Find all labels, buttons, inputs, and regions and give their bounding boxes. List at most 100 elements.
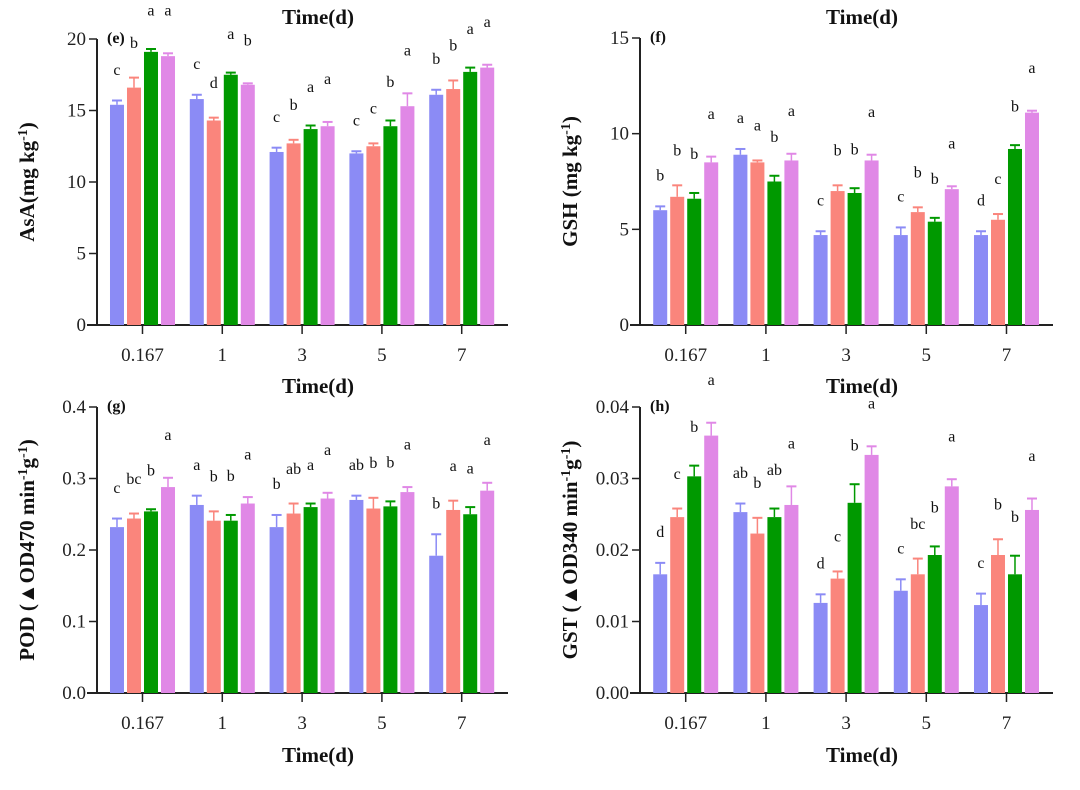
bar [893,235,908,325]
bar [767,181,782,325]
bar [143,51,158,326]
significance-letter: b [147,463,155,480]
significance-letter: b [1011,98,1019,115]
significance-letter: b [244,33,252,50]
y-axis-label-superscript: -1 [16,129,31,141]
significance-letter: a [708,106,715,123]
significance-letter: c [273,109,280,126]
panel-label: (h) [650,398,670,415]
significance-letter: a [788,103,795,120]
bar [973,605,988,693]
x-tick-label: 3 [841,713,851,734]
y-tick-label: 15 [67,101,86,122]
y-axis-label-part: GST ( [558,606,582,660]
x-tick-label: 1 [218,713,228,734]
bar [927,555,942,693]
x-tick-label: 5 [922,713,932,734]
significance-letter: b [386,455,394,472]
bar [223,74,238,325]
panel-label: (g) [107,398,126,415]
significance-letter: a [324,71,331,88]
significance-letter: b [656,168,664,185]
bar [927,221,942,325]
y-axis-label-part: g [558,459,582,470]
bar [206,520,221,693]
y-axis-label: GST (▲OD340 min-1g-1) [558,441,582,660]
chart-panel-h: Time(d)Time(d)(h)GST (▲OD340 min-1g-1)0.… [558,372,1053,767]
y-axis-label-part: OD340 min [558,481,582,585]
bar [910,212,925,325]
y-axis-label-part: ) [15,439,39,446]
bar [1024,112,1039,326]
bar [189,99,204,325]
significance-letter: a [404,436,411,453]
significance-letter: a [193,457,200,474]
significance-letter: b [690,146,698,163]
bar [733,154,748,325]
bar [944,486,959,693]
significance-letter: ab [286,461,301,478]
significance-letter: b [931,500,939,517]
significance-letter: b [931,171,939,188]
significance-letter: a [244,446,251,463]
significance-letter: c [113,480,120,497]
y-tick-label: 15 [610,28,629,49]
y-tick-label: 0.1 [62,612,86,633]
bar [383,126,398,325]
bar [240,503,255,693]
significance-letter: b [290,97,298,114]
significance-letter: c [897,189,904,206]
x-tick-label: 7 [1002,713,1012,734]
significance-letter: b [273,476,281,493]
significance-letter: b [210,469,218,486]
bar [143,511,158,693]
bar [864,160,879,325]
y-axis-label-part: AsA(mg kg [15,140,39,241]
bar [269,151,284,325]
significance-letter: a [467,460,474,477]
y-axis-label: POD (▲OD470 min-1g-1) [15,439,39,660]
bar [670,196,685,325]
y-tick-label: 0.0 [62,683,86,704]
bar [303,507,318,693]
chart-title: Time(d) [282,374,354,398]
bar [109,104,124,325]
significance-letter: c [834,529,841,546]
bar [286,143,301,325]
significance-letter: c [193,56,200,73]
bar [944,189,959,325]
y-tick-label: 5 [77,244,87,265]
y-axis-label-part: g [15,457,39,468]
significance-letter: c [674,466,681,483]
y-tick-label: 0 [620,315,630,336]
y-axis-label-part: ) [558,441,582,448]
y-tick-label: 10 [67,172,86,193]
significance-letter: a [307,79,314,96]
bar [446,89,461,325]
y-axis-label-superscript: -1 [16,446,31,458]
bar [463,514,478,693]
panel-label: (f) [650,29,666,46]
significance-letter: b [914,165,922,182]
significance-letter: b [851,141,859,158]
x-tick-label: 5 [377,713,387,734]
significance-letter: ab [349,457,364,474]
bar [400,492,415,693]
x-tick-label: 3 [297,713,307,734]
significance-letter: c [897,541,904,558]
bar [847,192,862,325]
y-tick-label: 0.00 [596,683,629,704]
bar [109,527,124,693]
significance-letter: b [673,142,681,159]
x-tick-label: 7 [457,345,467,366]
significance-letter: b [690,419,698,436]
bar [240,84,255,325]
significance-letter: b [770,129,778,146]
bar [704,435,719,693]
bar [687,198,702,325]
bar [653,574,668,693]
y-tick-label: 0 [77,315,87,336]
bar [349,153,364,325]
significance-letter: d [656,524,664,541]
bar [910,574,925,693]
